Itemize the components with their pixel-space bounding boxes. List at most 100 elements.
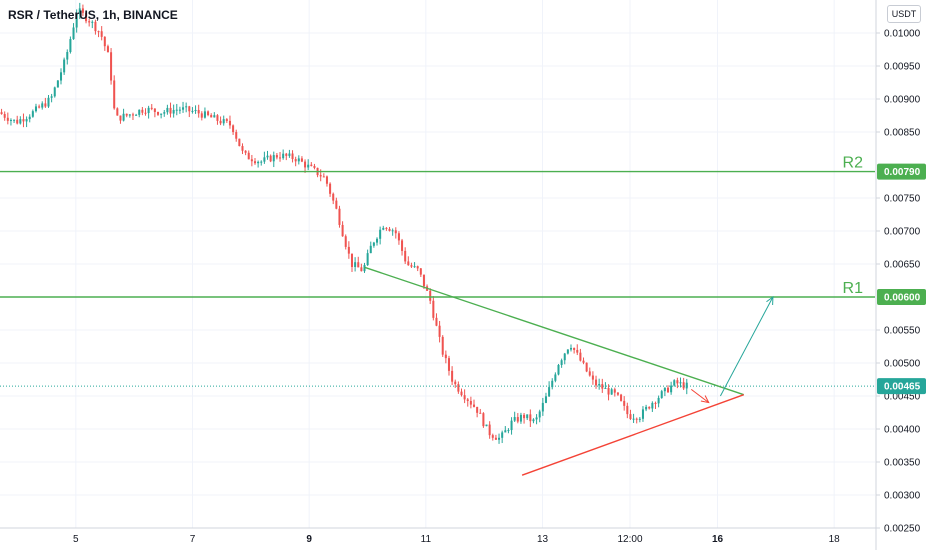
candle-body <box>160 113 163 115</box>
candle-body <box>272 155 275 162</box>
candle-body <box>122 113 125 121</box>
candle-body <box>479 412 482 414</box>
candle-body <box>682 382 685 389</box>
candle-body <box>38 106 41 108</box>
drawings <box>364 266 774 476</box>
candle-body <box>247 152 250 160</box>
candle-body <box>25 119 28 122</box>
candle-body <box>507 430 510 432</box>
grid <box>0 0 875 529</box>
candle-body <box>585 362 588 372</box>
trendline-descending-resistance <box>364 266 744 396</box>
candle-body <box>369 245 372 254</box>
candle-body <box>666 387 670 393</box>
pullback-arrow-head <box>700 395 710 404</box>
y-tick-label: 0.00650 <box>884 260 921 271</box>
candle-body <box>391 230 394 232</box>
candle-body <box>257 161 260 164</box>
candle-body <box>379 229 382 239</box>
candle-body <box>410 265 413 267</box>
candle-body <box>119 115 122 121</box>
candle-body <box>213 115 216 118</box>
candle-body <box>523 414 526 419</box>
level-r1-tag-label: 0.00600 <box>884 293 921 304</box>
candle-body <box>501 432 504 438</box>
candle-body <box>616 392 619 395</box>
candle-body <box>432 300 435 318</box>
candle-body <box>260 161 263 163</box>
candles <box>0 2 688 444</box>
currency-button[interactable]: USDT <box>887 5 921 23</box>
candle-body <box>519 414 522 422</box>
candle-body <box>463 395 466 400</box>
candle-body <box>376 238 379 243</box>
candle-body <box>460 391 463 396</box>
candle-body <box>576 349 579 353</box>
x-tick-label: 9 <box>306 534 312 545</box>
candle-body <box>106 46 109 53</box>
x-tick-label: 12:00 <box>617 534 642 545</box>
candle-body <box>279 157 282 159</box>
candle-body <box>269 155 272 162</box>
candle-body <box>610 389 613 395</box>
candle-body <box>438 325 441 337</box>
level-r2-tag-label: 0.00790 <box>884 167 921 178</box>
pullback-arrow <box>690 389 710 403</box>
candle-body <box>472 404 476 407</box>
y-tick-label: 0.00250 <box>884 524 921 535</box>
candle-body <box>250 159 253 162</box>
candle-body <box>382 227 385 230</box>
y-tick-label: 0.00350 <box>884 458 921 469</box>
candle-body <box>110 52 113 81</box>
candle-body <box>638 418 641 420</box>
candle-body <box>338 208 341 225</box>
candle-body <box>288 153 291 156</box>
candle-body <box>116 108 119 116</box>
candle-body <box>635 418 638 420</box>
candle-body <box>81 8 84 13</box>
y-tick-label: 0.01000 <box>884 29 921 40</box>
candle-body <box>178 109 181 111</box>
candle-body <box>78 8 81 14</box>
candle-body <box>69 39 72 53</box>
breakout-projection-arrow <box>719 296 774 397</box>
candle-body <box>341 224 344 237</box>
candle-body <box>13 119 16 121</box>
candle-body <box>138 109 141 115</box>
candle-body <box>441 336 444 355</box>
level-name-r2: R2 <box>843 155 864 172</box>
candle-body <box>532 419 535 422</box>
candle-body <box>16 119 19 124</box>
candle-body <box>620 394 623 401</box>
candle-body <box>360 267 363 272</box>
candle-body <box>6 117 9 121</box>
candle-body <box>354 262 357 267</box>
y-tick-label: 0.00500 <box>884 359 921 370</box>
candle-body <box>31 111 34 117</box>
y-tick-label: 0.00850 <box>884 128 921 139</box>
candle-body <box>56 80 59 88</box>
candle-body <box>632 418 635 420</box>
y-tick-label: 0.00450 <box>884 392 921 403</box>
candle-body <box>510 420 513 431</box>
candle-body <box>175 109 178 111</box>
candle-body <box>34 106 37 112</box>
candle-body <box>210 115 213 118</box>
candle-body <box>466 399 469 401</box>
candle-body <box>544 396 547 403</box>
candle-body <box>91 21 94 23</box>
candle-body <box>498 437 501 440</box>
candle-body <box>563 353 566 361</box>
candle-body <box>169 107 172 114</box>
level-name-r1: R1 <box>843 280 864 297</box>
candle-body <box>141 109 144 113</box>
candle-body <box>676 380 679 384</box>
candle-body <box>185 106 188 108</box>
candle-body <box>435 317 438 326</box>
y-tick-label: 0.00400 <box>884 425 921 436</box>
candle-body <box>66 52 69 60</box>
candle-body <box>388 228 391 231</box>
candle-body <box>444 354 447 359</box>
